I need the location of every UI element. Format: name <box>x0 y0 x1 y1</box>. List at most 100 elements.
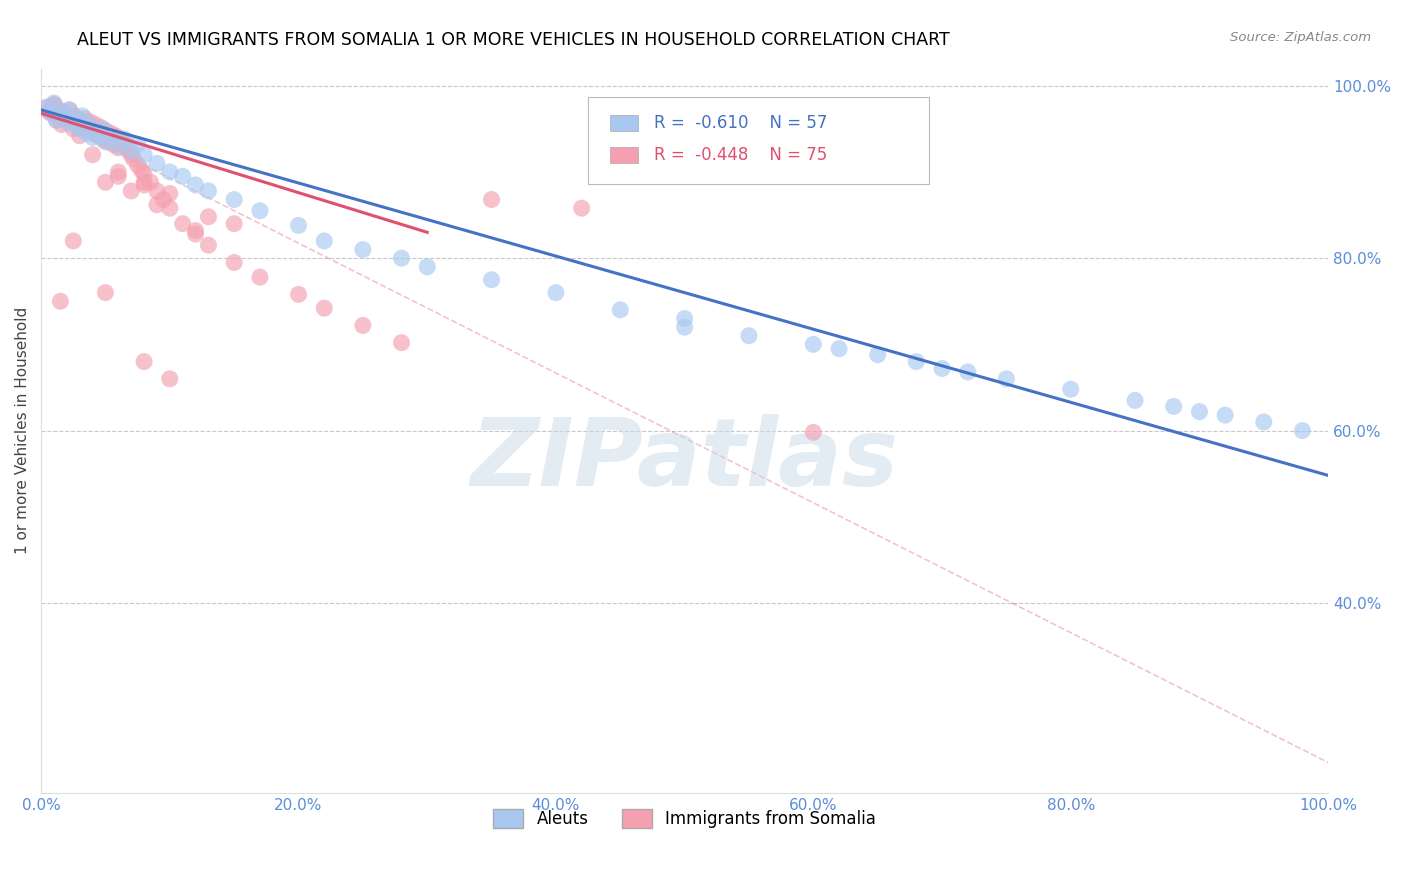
Point <box>66 118 89 132</box>
Point <box>120 147 142 161</box>
Point <box>391 335 413 350</box>
Point <box>931 361 953 376</box>
Point <box>38 104 60 119</box>
Point <box>224 217 246 231</box>
Point <box>1291 424 1313 438</box>
Point <box>84 118 107 132</box>
Point <box>62 234 84 248</box>
Point <box>132 147 155 161</box>
Point <box>103 137 125 152</box>
Point <box>53 106 76 120</box>
Point <box>1123 393 1146 408</box>
Point <box>94 135 117 149</box>
Point <box>75 126 97 140</box>
Legend: Aleuts, Immigrants from Somalia: Aleuts, Immigrants from Somalia <box>486 803 883 835</box>
Point <box>314 301 336 315</box>
Point <box>42 95 65 110</box>
Point <box>58 103 80 117</box>
Point <box>1060 382 1083 396</box>
Point <box>122 152 145 166</box>
Text: ZIPatlas: ZIPatlas <box>471 414 898 506</box>
Point <box>84 123 107 137</box>
Point <box>738 328 761 343</box>
Point <box>56 115 79 129</box>
Point <box>146 184 169 198</box>
Point <box>41 106 63 120</box>
Point <box>184 227 207 241</box>
Point <box>104 128 127 143</box>
Point <box>58 103 80 117</box>
Text: ALEUT VS IMMIGRANTS FROM SOMALIA 1 OR MORE VEHICLES IN HOUSEHOLD CORRELATION CHA: ALEUT VS IMMIGRANTS FROM SOMALIA 1 OR MO… <box>77 31 950 49</box>
Point <box>801 425 824 440</box>
Point <box>114 132 136 146</box>
Point <box>159 165 181 179</box>
Point <box>82 126 104 140</box>
Point <box>828 342 851 356</box>
Point <box>224 255 246 269</box>
Point <box>224 193 246 207</box>
Point <box>91 132 114 146</box>
Point <box>673 320 696 334</box>
Point <box>139 175 162 189</box>
Point <box>79 118 101 132</box>
Point <box>352 318 374 333</box>
Point <box>287 219 309 233</box>
Point <box>481 273 503 287</box>
Point <box>97 135 120 149</box>
Point <box>172 217 194 231</box>
Point <box>69 113 91 128</box>
Point <box>51 118 73 132</box>
Point <box>352 243 374 257</box>
Point <box>146 156 169 170</box>
Point <box>53 104 76 119</box>
Point <box>87 128 110 143</box>
Point <box>159 201 181 215</box>
Text: R =  -0.448    N = 75: R = -0.448 N = 75 <box>654 146 827 164</box>
Point <box>56 113 79 128</box>
Point <box>94 175 117 189</box>
Point <box>62 121 84 136</box>
FancyBboxPatch shape <box>610 115 638 131</box>
Point <box>82 130 104 145</box>
Point <box>544 285 567 300</box>
Point <box>110 132 132 146</box>
FancyBboxPatch shape <box>588 97 929 185</box>
Point <box>72 109 94 123</box>
Point <box>101 132 124 146</box>
Text: R =  -0.610    N = 57: R = -0.610 N = 57 <box>654 114 827 132</box>
Point <box>63 109 86 123</box>
Point <box>184 224 207 238</box>
Point <box>69 128 91 143</box>
FancyBboxPatch shape <box>610 147 638 163</box>
Point <box>49 109 72 123</box>
Point <box>172 169 194 184</box>
Point <box>37 100 59 114</box>
Point <box>69 121 91 136</box>
Point <box>35 100 58 114</box>
Point <box>609 302 631 317</box>
Point <box>45 113 67 128</box>
Point <box>197 210 219 224</box>
Point <box>72 120 94 135</box>
Point <box>673 311 696 326</box>
Point <box>73 112 96 126</box>
Point <box>79 115 101 129</box>
Point <box>107 139 129 153</box>
Point <box>94 285 117 300</box>
Point <box>49 106 72 120</box>
Point <box>41 106 63 120</box>
Point <box>89 120 111 135</box>
Point <box>107 141 129 155</box>
Point <box>184 178 207 192</box>
Point <box>391 251 413 265</box>
Point <box>249 270 271 285</box>
Point <box>120 184 142 198</box>
Point <box>416 260 439 274</box>
Point <box>159 186 181 201</box>
Point <box>956 365 979 379</box>
Point <box>94 123 117 137</box>
Point <box>801 337 824 351</box>
Point <box>127 158 149 172</box>
Point <box>131 163 153 178</box>
Point <box>1188 404 1211 418</box>
